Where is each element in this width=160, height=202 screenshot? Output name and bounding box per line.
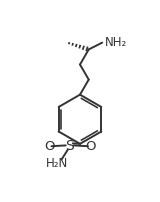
Text: NH₂: NH₂ xyxy=(105,36,127,49)
Text: O: O xyxy=(44,140,54,153)
Text: H₂N: H₂N xyxy=(46,157,68,170)
Text: O: O xyxy=(85,140,96,153)
Text: S: S xyxy=(65,139,74,153)
